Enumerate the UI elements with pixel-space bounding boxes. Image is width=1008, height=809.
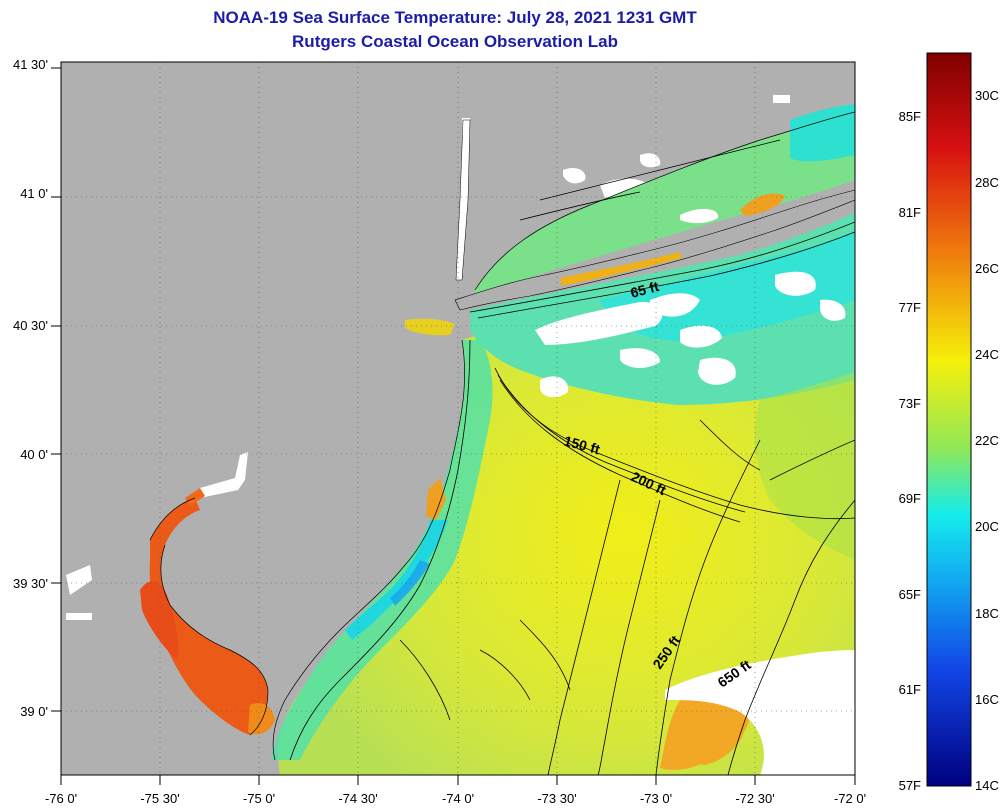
upwelling-cyan-band	[345, 520, 448, 640]
lat-label: 41 0'	[20, 186, 48, 201]
delaware-bay-upper	[140, 581, 179, 660]
lat-label: 40 0'	[20, 447, 48, 462]
long-island-sound	[475, 112, 855, 300]
lon-label: -72 0'	[834, 791, 866, 806]
lon-label: -74 30'	[338, 791, 377, 806]
colorbar-f-label: 69F	[899, 491, 921, 506]
colorbar-c-label: 18C	[975, 606, 999, 621]
colorbar-c-label: 14C	[975, 778, 999, 793]
cloud-mask	[66, 95, 846, 620]
offshore-warm-inner	[689, 715, 745, 765]
map-title: NOAA-19 Sea Surface Temperature: July 28…	[213, 8, 697, 27]
south-shelf-greenish	[754, 372, 855, 560]
lat-label: 39 0'	[20, 704, 48, 719]
axis-ticks	[51, 67, 856, 785]
colorbar-c-label: 20C	[975, 519, 999, 534]
colorbar-c-label: 28C	[975, 175, 999, 190]
coastal-cool-band	[272, 340, 493, 760]
lon-label: -72 30'	[735, 791, 774, 806]
lat-label: 39 30'	[13, 576, 48, 591]
colorbar-c-label: 16C	[975, 692, 999, 707]
sound-white-spots	[680, 208, 719, 224]
lon-label: -73 0'	[640, 791, 672, 806]
hudson-river	[455, 119, 471, 281]
lon-label: -74 0'	[442, 791, 474, 806]
colorbar-f-label: 57F	[899, 778, 921, 793]
colorbar	[926, 52, 972, 787]
contour-label-65ft: 65 ft	[629, 278, 661, 301]
nj-shore-warm	[426, 478, 446, 520]
delaware-mouth-warm	[248, 703, 275, 735]
colorbar-f-label: 77F	[899, 300, 921, 315]
long-island	[454, 189, 855, 311]
offshore-white-cloud	[665, 650, 855, 775]
lon-label: -76 0'	[45, 791, 77, 806]
delaware-river-north	[185, 488, 205, 506]
colorbar-f-label: 73F	[899, 396, 921, 411]
li-south-warm-strip	[560, 252, 682, 286]
colorbar-f-label: 81F	[899, 205, 921, 220]
colorbar-c-label: 24C	[975, 347, 999, 362]
ct-warm-patch	[740, 193, 785, 216]
colorbar-c-label: 26C	[975, 261, 999, 276]
lat-label: 40 30'	[13, 318, 48, 333]
colorbar-c-label: 22C	[975, 433, 999, 448]
lon-label: -75 0'	[243, 791, 275, 806]
lat-label: 41 30'	[13, 57, 48, 72]
colorbar-f-label: 85F	[899, 109, 921, 124]
upwelling-blue-band	[390, 560, 430, 606]
delaware-bay	[149, 498, 268, 735]
map-subtitle: Rutgers Coastal Ocean Observation Lab	[292, 32, 618, 51]
colorbar-f-label: 65F	[899, 587, 921, 602]
lon-label: -75 30'	[140, 791, 179, 806]
colorbar-f-label: 61F	[899, 682, 921, 697]
lon-label: -73 30'	[537, 791, 576, 806]
sound-cyan-east	[790, 104, 855, 162]
colorbar-c-label: 30C	[975, 88, 999, 103]
coastline	[149, 111, 855, 761]
raritan-warm	[405, 318, 455, 336]
